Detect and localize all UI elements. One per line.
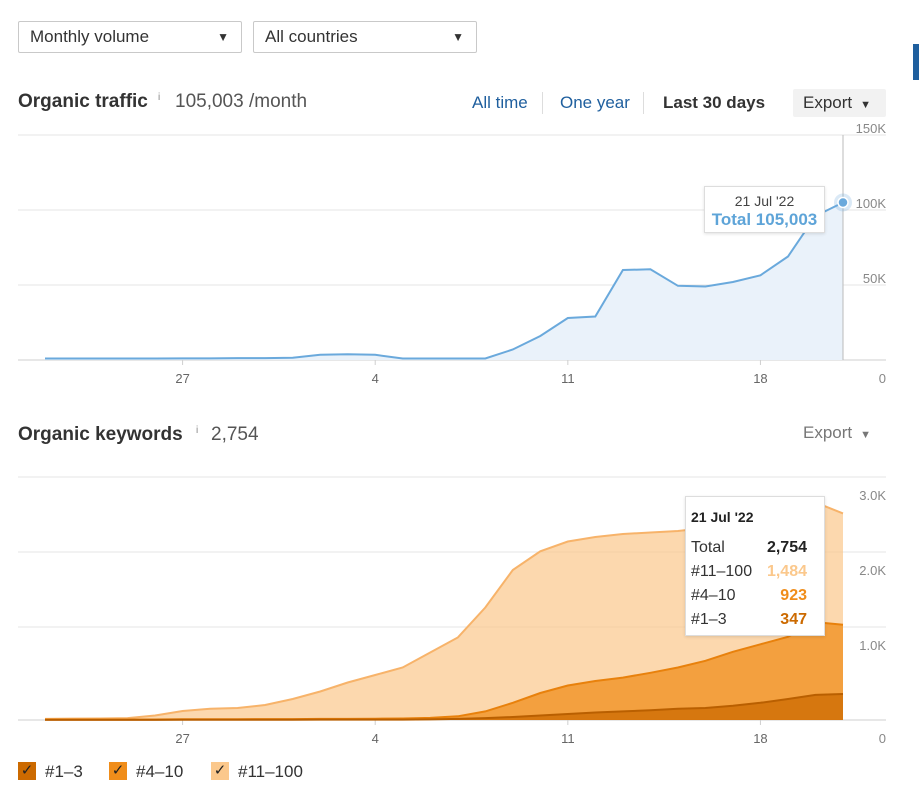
checkbox-icon: ✓ — [18, 762, 36, 780]
hover-point — [837, 196, 849, 209]
tooltip-date: 21 Jul '22 — [691, 509, 754, 525]
chevron-down-icon: ▼ — [217, 30, 229, 44]
country-select-value: All countries — [265, 27, 358, 46]
x-tick-label: 27 — [175, 731, 189, 746]
x-tick-label: 11 — [561, 731, 575, 746]
traffic-value: 105,003 /month — [175, 91, 308, 112]
tooltip-value: 347 — [780, 611, 807, 628]
traffic-chart[interactable]: 0 50K 100K 150K 27 4 11 18 — [0, 0, 919, 400]
traffic-line — [45, 201, 844, 360]
export-label: Export — [803, 423, 853, 442]
checkbox-icon: ✓ — [211, 762, 229, 780]
tooltip-date: 21 Jul '22 — [734, 193, 795, 209]
chevron-down-icon: ▼ — [452, 30, 464, 44]
keywords-title: Organic keywords — [18, 424, 183, 445]
tooltip-label: #11–100 — [691, 563, 753, 580]
scroll-indicator — [913, 44, 919, 80]
tooltip-value: 2,754 — [766, 539, 807, 556]
tooltip-label: #4–10 — [691, 587, 736, 604]
area-1-3-line — [45, 693, 844, 721]
y-tick-label: 3.0K — [859, 488, 886, 503]
legend-label: #1–3 — [45, 762, 83, 781]
volume-select-value: Monthly volume — [30, 27, 150, 46]
x-tick-label: 27 — [175, 371, 189, 386]
tooltip-label: Total — [691, 539, 725, 556]
y-tick-label: 0 — [879, 731, 886, 746]
legend-label: #11–100 — [238, 762, 303, 781]
y-tick-label: 0 — [879, 371, 886, 386]
export-keywords-button[interactable]: Export ▼ — [793, 419, 886, 447]
x-tick-label: 4 — [372, 731, 379, 746]
tab-all-time[interactable]: All time — [472, 93, 528, 112]
info-icon[interactable]: i — [158, 92, 161, 103]
tooltip-value: 1,484 — [766, 563, 807, 580]
legend-label: #4–10 — [136, 762, 184, 781]
y-tick-label: 150K — [856, 121, 887, 136]
y-tick-label: 1.0K — [859, 638, 886, 653]
y-tick-label: 2.0K — [859, 563, 886, 578]
tab-divider — [542, 92, 543, 114]
tab-divider — [643, 92, 644, 114]
chevron-down-icon: ▼ — [860, 429, 872, 441]
area-11-100 — [45, 502, 843, 720]
checkbox-icon: ✓ — [109, 762, 127, 780]
x-tick-label: 11 — [561, 371, 575, 386]
keywords-value: 2,754 — [211, 424, 259, 445]
chevron-down-icon: ▼ — [860, 99, 872, 111]
y-tick-label: 50K — [863, 271, 886, 286]
area-4-10 — [45, 622, 843, 720]
export-traffic-button[interactable]: Export ▼ — [793, 89, 886, 117]
tooltip-value: 923 — [780, 587, 807, 604]
volume-select[interactable]: Monthly volume ▼ — [18, 21, 242, 53]
keywords-chart[interactable]: 0 1.0K 2.0K 3.0K 27 4 11 18 — [0, 400, 919, 755]
traffic-tooltip: 21 Jul '22 Total 105,003 — [704, 186, 825, 233]
x-tick-label: 18 — [753, 731, 767, 746]
traffic-area — [45, 202, 843, 360]
export-label: Export — [803, 93, 853, 112]
y-tick-label: 100K — [856, 196, 887, 211]
tooltip-total: Total 105,003 — [711, 210, 818, 229]
traffic-title: Organic traffic — [18, 91, 148, 112]
tooltip-label: #1–3 — [691, 611, 727, 628]
keywords-tooltip: 21 Jul '22 Total 2,754 #11–100 1,484 #4–… — [685, 496, 825, 636]
tab-last-30-days[interactable]: Last 30 days — [663, 93, 766, 112]
country-select[interactable]: All countries ▼ — [253, 21, 477, 53]
tab-one-year[interactable]: One year — [560, 93, 630, 112]
x-tick-label: 18 — [753, 371, 767, 386]
info-icon[interactable]: i — [196, 425, 199, 436]
x-tick-label: 4 — [372, 371, 379, 386]
area-1-3 — [45, 694, 843, 720]
